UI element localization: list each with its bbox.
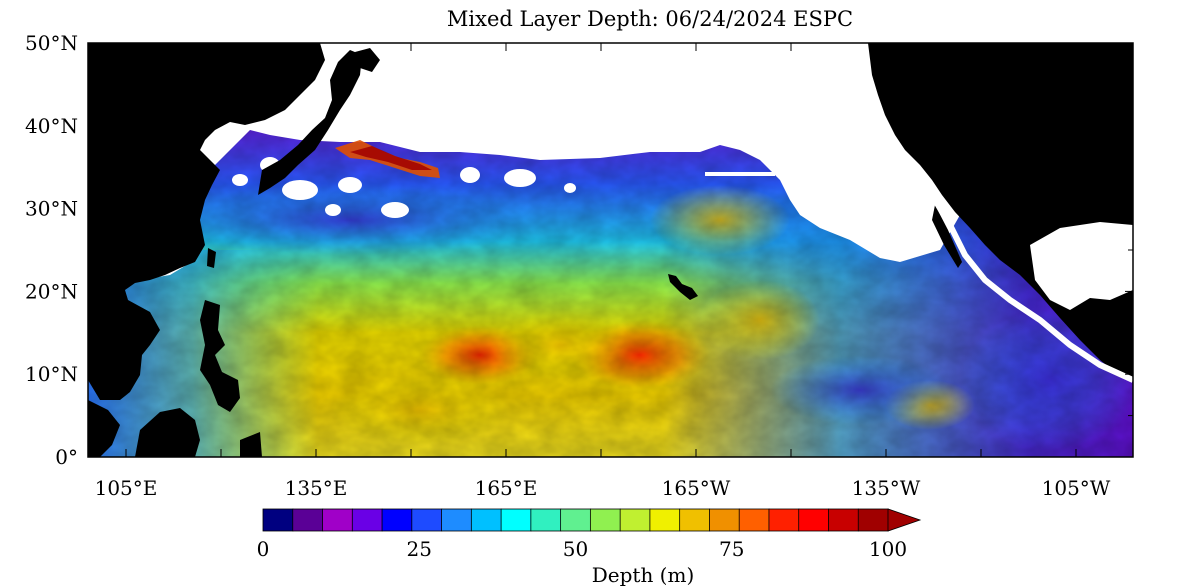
lat-tick-label: 40°N	[25, 114, 78, 138]
sumatra-landmass	[88, 400, 120, 457]
colorbar-swatch	[560, 508, 592, 532]
colorbar-swatch	[381, 508, 413, 532]
colorbar-swatch	[649, 508, 681, 532]
colorbar-label: Depth (m)	[592, 563, 695, 587]
missing-data-region	[88, 43, 1133, 300]
lon-tick-label: 105°W	[1042, 476, 1111, 500]
lon-tick-label: 165°W	[662, 476, 731, 500]
colorbar-swatch	[470, 508, 502, 532]
colorbar-swatch	[322, 508, 353, 532]
map-plot-area	[88, 43, 1133, 457]
colorbar-extend-arrow	[887, 508, 922, 532]
taiwan-landmass	[207, 248, 216, 268]
colorbar-tick-label: 0	[257, 537, 270, 561]
lon-tick-label: 135°W	[852, 476, 921, 500]
lat-tick-label: 10°N	[25, 362, 78, 386]
map-title: Mixed Layer Depth: 06/24/2024 ESPC	[447, 7, 853, 31]
kuroshio-deep-band	[350, 146, 432, 170]
colorbar-swatch	[798, 508, 830, 532]
colorbar-swatch	[500, 508, 532, 532]
missing-data-coastal	[932, 198, 1133, 383]
asia-landmass	[88, 43, 325, 400]
hawaii-islands	[668, 274, 698, 300]
axis-ticks: 50°N 40°N 30°N 20°N 10°N 0° 105°E 135°E 165°E 165…	[25, 31, 1133, 500]
colorbar-swatch	[530, 508, 562, 532]
lat-tick-label: 0°	[55, 445, 78, 469]
colorbar-swatch	[441, 508, 473, 532]
colorbar-swatch	[709, 508, 740, 532]
philippines-landmass	[200, 300, 240, 412]
colorbar-tick-label: 25	[407, 537, 432, 561]
lat-tick-label: 30°N	[25, 197, 78, 221]
colorbar-swatch	[857, 508, 889, 532]
lon-tick-label: 165°E	[475, 476, 538, 500]
colorbar-swatch	[828, 508, 859, 532]
kuril-islands	[355, 48, 380, 72]
colorbar-swatch	[589, 508, 621, 532]
borneo-landmass	[135, 408, 200, 457]
colorbar-tick-label: 50	[563, 537, 588, 561]
lon-tick-label: 135°E	[285, 476, 348, 500]
colorbar: 0 25 50 75 100	[257, 508, 922, 561]
new-guinea-landmass	[240, 432, 262, 457]
japan-landmass	[258, 50, 362, 195]
colorbar-swatch	[292, 508, 324, 532]
baja-peninsula	[932, 205, 962, 268]
land-masses	[88, 43, 1133, 457]
colorbar-swatch	[738, 508, 770, 532]
gulf-of-mexico	[1030, 222, 1133, 310]
colorbar-tick-label: 75	[719, 537, 744, 561]
colorbar-swatch	[619, 508, 651, 532]
colorbar-swatch	[679, 508, 711, 532]
lat-tick-label: 20°N	[25, 279, 78, 303]
colorbar-swatch	[768, 508, 800, 532]
lon-tick-label: 105°E	[95, 476, 158, 500]
lat-tick-label: 50°N	[25, 31, 78, 55]
colorbar-tick-label: 100	[869, 537, 907, 561]
colorbar-swatch	[262, 508, 294, 532]
colorbar-swatch	[411, 508, 443, 532]
colorbar-swatch	[351, 508, 383, 532]
